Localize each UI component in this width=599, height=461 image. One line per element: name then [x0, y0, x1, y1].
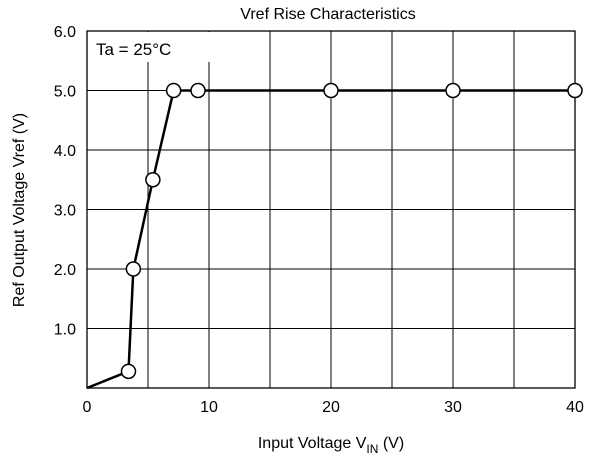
series-markers — [120, 82, 583, 380]
data-point-8 — [567, 82, 583, 99]
chart-title: Vref Rise Characteristics — [240, 6, 415, 23]
x-axis-label-subscript: IN — [366, 442, 378, 456]
x-tick-label-2: 20 — [322, 399, 340, 416]
data-point-1 — [120, 363, 137, 380]
x-tick-label-4: 40 — [566, 399, 584, 416]
annotation-text: Ta = 25°C — [96, 40, 171, 59]
x-axis-label-tail: (V) — [378, 435, 404, 452]
data-point-6 — [323, 82, 339, 99]
y-tick-label-4: 5.0 — [54, 84, 76, 101]
y-tick-label-2: 3.0 — [54, 203, 76, 220]
data-point-2 — [125, 261, 142, 277]
y-tick-label-5: 6.0 — [54, 24, 76, 41]
data-point-3 — [145, 172, 161, 188]
y-tick-labels: 1.0 2.0 3.0 4.0 5.0 6.0 — [54, 24, 76, 339]
annotation-box: Ta = 25°C — [88, 32, 212, 62]
x-tick-label-3: 30 — [444, 399, 462, 416]
y-tick-label-3: 4.0 — [54, 143, 76, 160]
y-axis-label: Ref Output Voltage Vref (V) — [11, 113, 28, 307]
data-point-5 — [190, 82, 206, 99]
x-axis-label: Input Voltage VIN (V) — [258, 435, 404, 456]
x-tick-label-0: 0 — [83, 399, 92, 416]
data-point-4 — [165, 82, 182, 99]
x-tick-labels: 0 10 20 30 40 — [83, 399, 584, 416]
annotation-background — [88, 32, 212, 62]
data-point-7 — [445, 82, 461, 99]
plot-frame — [86, 30, 576, 389]
x-axis-label-main: Input Voltage V — [258, 435, 367, 452]
y-tick-label-1: 2.0 — [54, 262, 76, 279]
x-tick-label-1: 10 — [200, 399, 218, 416]
y-tick-label-0: 1.0 — [54, 322, 76, 339]
